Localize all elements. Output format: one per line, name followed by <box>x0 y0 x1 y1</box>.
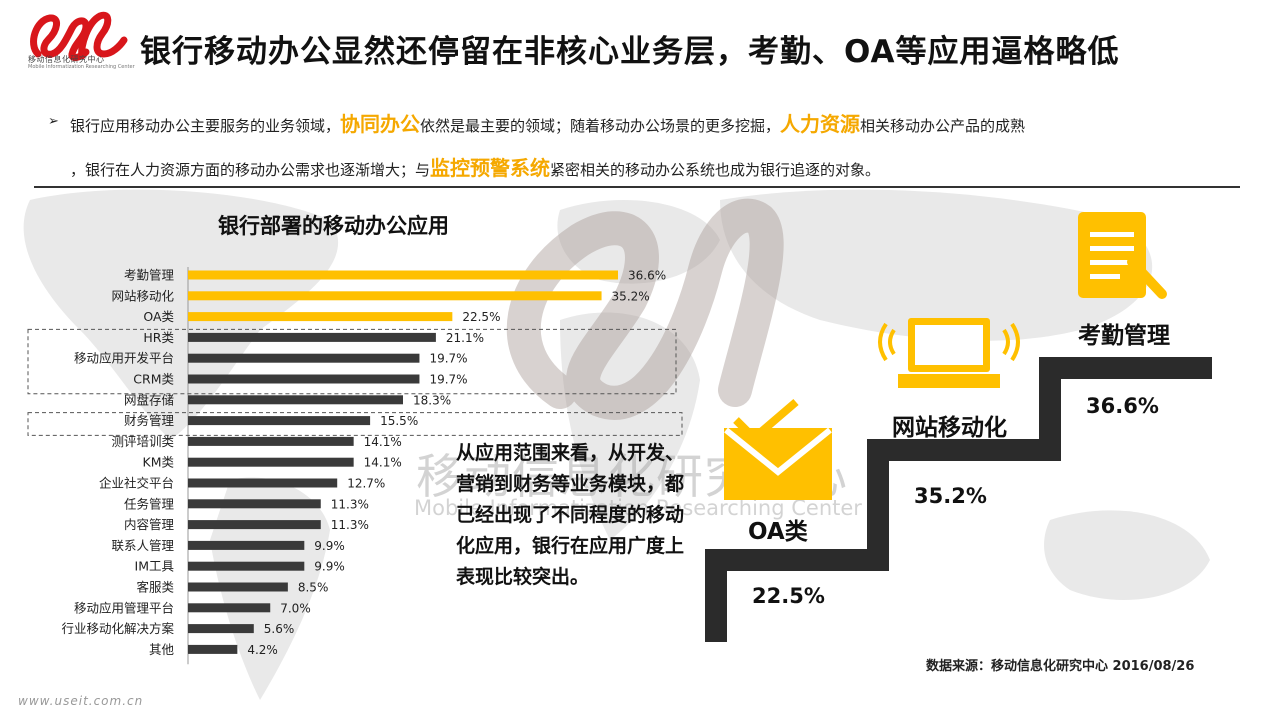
value-label: 14.1% <box>364 435 402 449</box>
logo-org-name: 移动信息化研究中心 <box>28 55 105 64</box>
bar <box>188 603 271 613</box>
intro-text: ，银行在人力资源方面的移动办公需求也逐渐增大；与 <box>70 161 431 179</box>
value-label: 9.9% <box>314 560 345 574</box>
intro-line-1: 银行应用移动办公主要服务的业务领域，协同办公依然是最主要的领域；随着移动办公场景… <box>70 108 1025 137</box>
value-label: 21.1% <box>446 331 484 345</box>
category-label: CRM类 <box>133 372 174 387</box>
category-label: 网盘存储 <box>124 392 174 407</box>
bar <box>188 644 238 654</box>
value-label: 19.7% <box>429 373 467 387</box>
logo-mark <box>30 11 128 62</box>
bullet-arrow: ➢ <box>48 114 59 129</box>
bar <box>188 416 371 426</box>
value-label: 7.0% <box>280 601 311 615</box>
highlight-keyword: 协同办公 <box>340 112 421 136</box>
value-label: 11.3% <box>331 518 369 532</box>
value-label: 4.2% <box>247 643 278 657</box>
analysis-comment: 从应用范围来看，从开发、营销到财务等业务模块，都已经出现了不同程度的移动化应用，… <box>456 442 685 588</box>
bar <box>188 499 321 509</box>
highlight-keyword: 监控预警系统 <box>430 156 551 180</box>
bar <box>188 478 338 488</box>
value-label: 35.2% <box>612 289 650 303</box>
value-label: 36.6% <box>628 269 666 283</box>
bar <box>188 457 354 467</box>
category-label: 联系人管理 <box>111 538 174 553</box>
value-label: 12.7% <box>347 477 385 491</box>
intro-line-2: ，银行在人力资源方面的移动办公需求也逐渐增大；与监控预警系统紧密相关的移动办公系… <box>70 152 880 181</box>
value-label: 18.3% <box>413 393 451 407</box>
document-pen-icon <box>1078 212 1167 299</box>
intro-text: 相关移动办公产品的成熟 <box>860 117 1026 135</box>
bar <box>188 395 403 405</box>
category-label: 内容管理 <box>124 517 175 532</box>
divider-line <box>34 186 1240 188</box>
bar <box>188 624 254 634</box>
highlight-keyword: 人力资源 <box>780 112 861 136</box>
value-label: 8.5% <box>298 581 329 595</box>
category-label: 考勤管理 <box>124 268 175 283</box>
value-label: 9.9% <box>314 539 345 553</box>
bar <box>188 312 453 322</box>
highlight-dashed-box <box>27 328 677 395</box>
highlight-dashed-box <box>27 412 683 436</box>
category-label: 客服类 <box>136 580 174 595</box>
chart-title: 银行部署的移动办公应用 <box>218 214 449 238</box>
data-source: 数据来源：移动信息化研究中心 2016/08/26 <box>926 659 1195 674</box>
category-label: 行业移动化解决方案 <box>61 621 174 636</box>
category-label: OA类 <box>143 309 174 324</box>
bar <box>188 520 321 530</box>
category-label: 移动应用管理平台 <box>74 600 174 615</box>
intro-text: 依然是最主要的领域；随着移动办公场景的更多挖掘， <box>420 117 781 135</box>
step-label-oa: OA类 <box>748 519 808 545</box>
envelope-check-icon <box>724 398 832 500</box>
bar <box>188 332 436 342</box>
category-label: KM类 <box>143 455 175 470</box>
category-label: 测评培训类 <box>111 434 174 449</box>
step-label-attendance: 考勤管理 <box>1078 323 1170 349</box>
bar <box>188 270 618 280</box>
page-title: 银行移动办公显然还停留在非核心业务层，考勤、OA等应用逼格略低 <box>140 34 1120 70</box>
step-value-website: 35.2% <box>914 484 987 508</box>
category-label: 任务管理 <box>124 496 175 511</box>
value-label: 19.7% <box>429 352 467 366</box>
intro-text: 紧密相关的移动办公系统也成为银行追逐的对象。 <box>550 161 881 179</box>
intro-text: 银行应用移动办公主要服务的业务领域， <box>70 117 341 135</box>
category-label: IM工具 <box>135 559 175 574</box>
bar <box>188 540 305 550</box>
step-value-oa: 22.5% <box>752 584 825 608</box>
category-label: 财务管理 <box>124 413 175 428</box>
bar <box>188 561 305 571</box>
site-url: www.useit.com.cn <box>18 694 144 708</box>
step-label-website: 网站移动化 <box>892 415 1007 441</box>
category-label: 企业社交平台 <box>99 476 174 491</box>
category-label: HR类 <box>143 330 174 345</box>
category-label: 网站移动化 <box>111 288 174 303</box>
value-label: 11.3% <box>331 497 369 511</box>
value-label: 5.6% <box>264 622 295 636</box>
bar <box>188 291 602 301</box>
category-label: 移动应用开发平台 <box>74 351 174 366</box>
laptop-wifi-icon <box>878 318 1020 388</box>
bar <box>188 353 420 363</box>
logo-org-name-en: Mobile Informatization Researching Cente… <box>28 64 135 70</box>
category-label: 其他 <box>149 642 175 657</box>
bar <box>188 436 354 446</box>
value-label: 15.5% <box>380 414 418 428</box>
value-label: 14.1% <box>364 456 402 470</box>
value-label: 22.5% <box>462 310 500 324</box>
bar <box>188 582 288 592</box>
step-value-attendance: 36.6% <box>1086 394 1159 418</box>
bar <box>188 374 420 384</box>
